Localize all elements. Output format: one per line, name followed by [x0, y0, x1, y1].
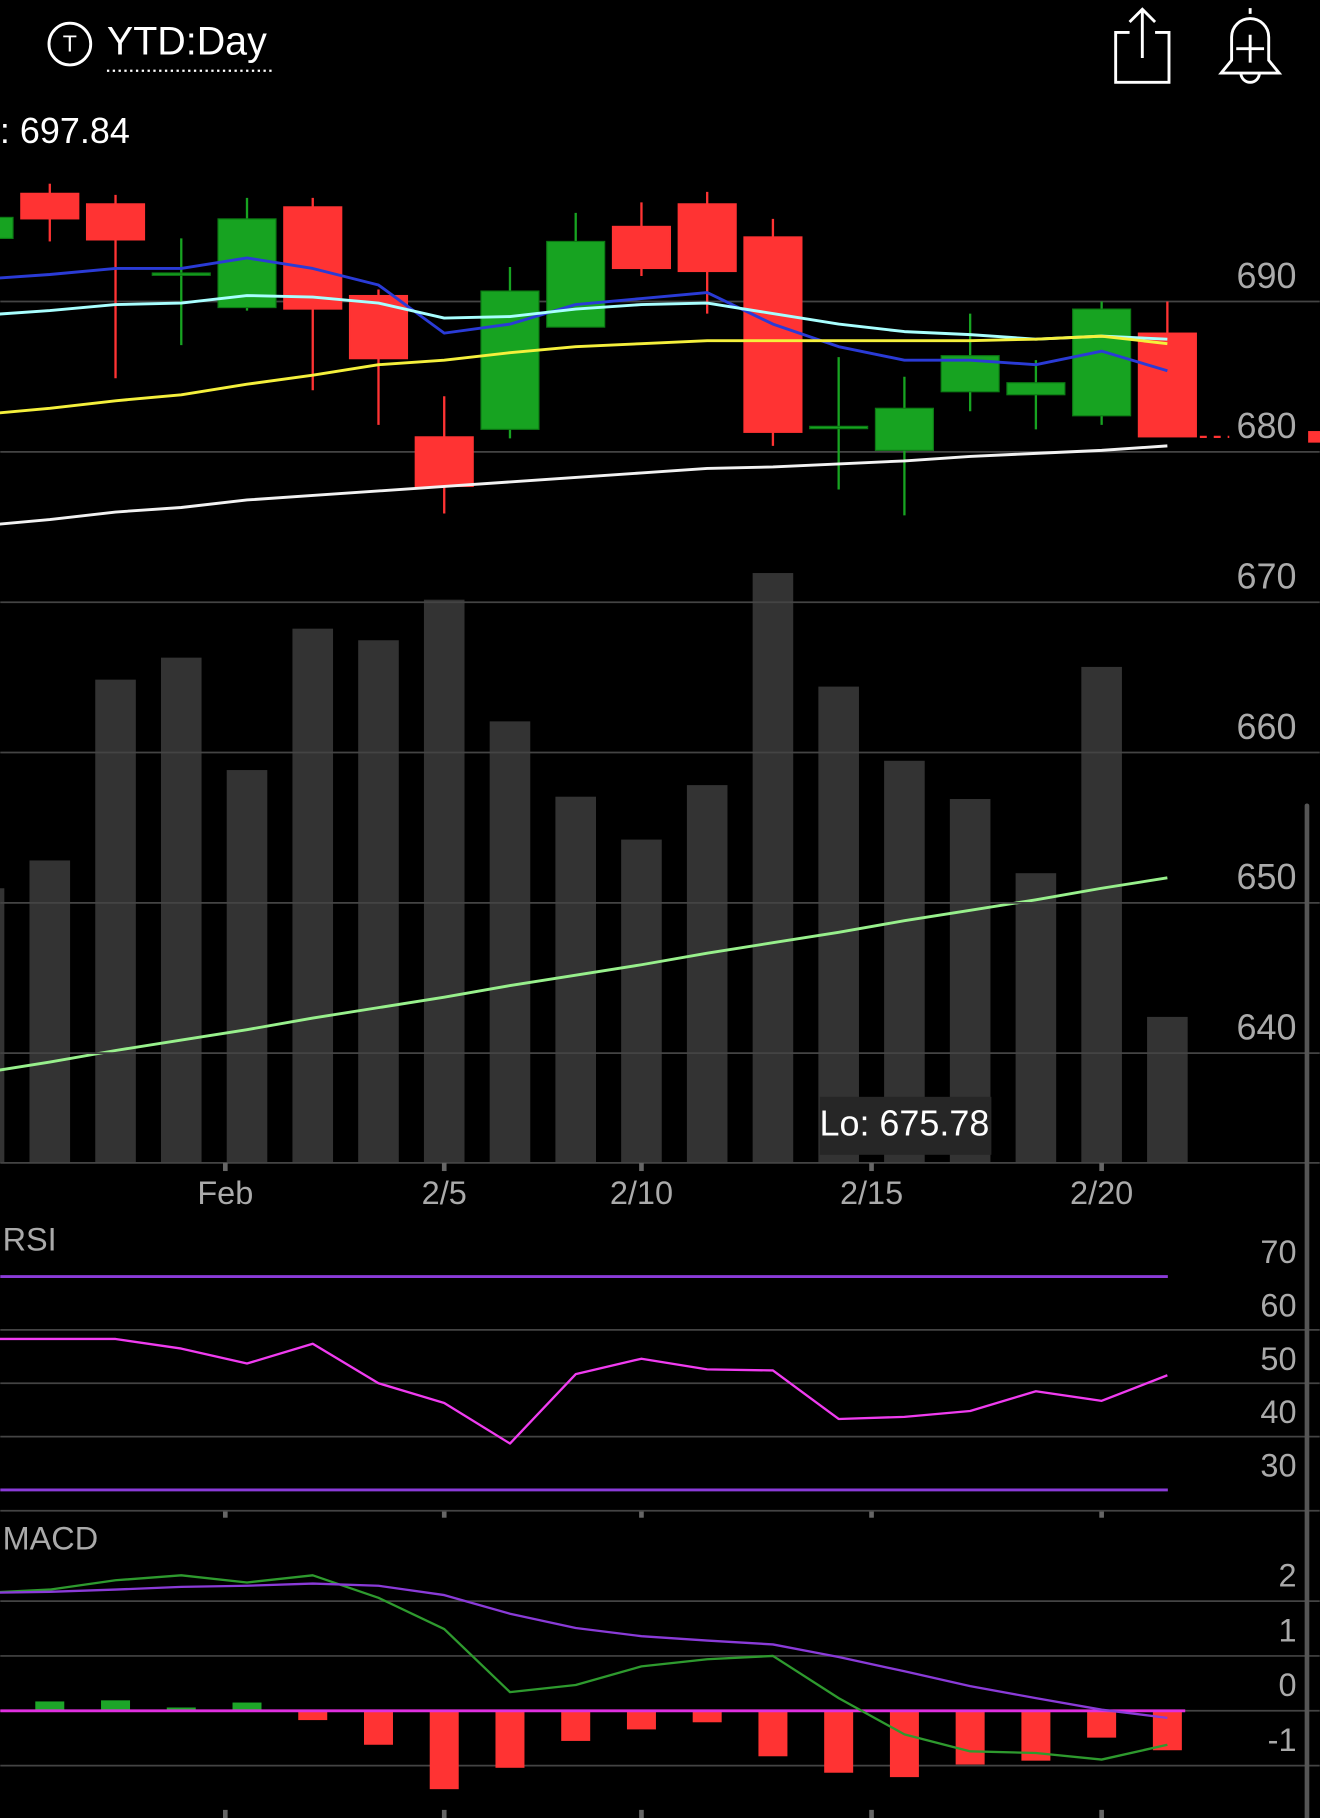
macd-histogram-bar — [758, 1710, 788, 1757]
macd-axis-label: 1 — [1278, 1612, 1296, 1648]
rsi-axis-label: 40 — [1260, 1394, 1296, 1430]
volume-bar — [752, 573, 794, 1163]
candle-body — [809, 425, 869, 430]
macd-histogram-bar — [824, 1710, 854, 1773]
macd-histogram-bar — [363, 1710, 393, 1745]
volume-bar — [1015, 873, 1057, 1163]
candle-body — [283, 206, 343, 310]
last-price-marker — [1308, 431, 1320, 443]
date-axis-label: 2/20 — [1070, 1175, 1133, 1211]
price-axis-label: 640 — [1237, 1006, 1297, 1047]
header: T YTD:Day — [47, 7, 1283, 84]
macd-line — [0, 1574, 1168, 1761]
macd-histogram-bar — [101, 1700, 131, 1711]
candle-body — [546, 240, 606, 328]
candle-body — [743, 236, 803, 433]
type-icon-glyph: T — [63, 30, 77, 56]
macd-histogram-bar — [1087, 1710, 1117, 1738]
macd-histogram-bar — [626, 1710, 656, 1730]
type-icon — [47, 21, 93, 67]
signal-line — [0, 1582, 1168, 1720]
candle-body — [217, 218, 277, 309]
price-axis-label: 650 — [1237, 856, 1297, 897]
date-axis-label: 2/5 — [422, 1175, 467, 1211]
candle-body — [677, 203, 737, 273]
volume-bar — [1147, 1016, 1188, 1163]
alert-button[interactable] — [1218, 8, 1283, 84]
rsi-axis-label: 30 — [1260, 1447, 1296, 1483]
high-label: : 697.84 — [0, 110, 130, 151]
macd-histogram-bar — [955, 1710, 985, 1765]
share-button[interactable] — [1114, 7, 1171, 84]
macd-axis-label: 0 — [1278, 1667, 1296, 1703]
rsi-axis-label: 50 — [1260, 1341, 1296, 1377]
period-title: YTD:Day — [107, 19, 267, 63]
volume-bar — [818, 686, 859, 1163]
rsi-axis-label: 60 — [1260, 1287, 1296, 1323]
candle-body — [348, 294, 409, 360]
moving-average-line — [0, 294, 1168, 341]
candle-body — [0, 216, 14, 239]
plus — [1236, 34, 1265, 63]
price-axis-label: 660 — [1237, 706, 1297, 747]
macd-axis-label: 2 — [1278, 1557, 1296, 1593]
candle-body — [874, 407, 934, 451]
macd-histogram-bar — [166, 1707, 196, 1711]
candle-body — [1072, 308, 1132, 417]
volume-bar — [489, 721, 531, 1163]
volume-bar — [160, 657, 202, 1163]
candle-body — [151, 272, 211, 276]
volume-bar — [358, 640, 399, 1163]
volume-bar — [0, 888, 5, 1163]
volume-bar — [29, 860, 71, 1163]
rsi-axis-label: 70 — [1260, 1234, 1296, 1270]
date-axis-label: Feb — [197, 1175, 253, 1211]
volume-average-line — [0, 876, 1168, 1072]
moving-average-line — [0, 256, 1168, 373]
volume-bar — [884, 760, 925, 1163]
candle-body — [1137, 332, 1197, 438]
date-axis-label: 2/15 — [840, 1175, 903, 1211]
macd-histogram-bar — [889, 1710, 919, 1778]
price-axis-label: 680 — [1237, 405, 1297, 446]
share-arrow — [1128, 7, 1157, 58]
candle-body — [611, 225, 672, 270]
volume-bar — [226, 770, 268, 1163]
low-label-box — [819, 1096, 992, 1155]
volume-bar — [686, 785, 728, 1163]
macd-histogram-bar — [495, 1710, 525, 1768]
chart-period-button[interactable]: T YTD:Day — [47, 19, 274, 72]
macd-histogram-bar — [35, 1701, 65, 1711]
volume-bar — [555, 796, 596, 1163]
panel-title: RSI — [3, 1221, 57, 1257]
volume-bar — [621, 839, 662, 1163]
moving-average-line — [0, 334, 1168, 415]
candle-body — [85, 203, 146, 241]
rsi-line — [0, 1337, 1168, 1445]
candle-body — [20, 192, 80, 220]
volume-bar — [1081, 666, 1122, 1163]
macd-axis-label: -1 — [1268, 1722, 1297, 1758]
panel-title: MACD — [3, 1520, 99, 1556]
candle-body — [414, 436, 474, 488]
macd-histogram-bar — [692, 1710, 722, 1723]
moving-average-line — [0, 444, 1168, 526]
bell — [1218, 8, 1283, 75]
macd-histogram-bar — [298, 1710, 328, 1721]
candle-body — [480, 290, 540, 430]
bell-clapper — [1239, 72, 1261, 84]
macd-histogram-bar — [429, 1710, 459, 1790]
price-axis-label: 690 — [1237, 255, 1297, 296]
volume-bar — [423, 599, 465, 1163]
volume-bar — [95, 679, 136, 1163]
macd-histogram-bar — [561, 1710, 591, 1741]
share-box — [1114, 31, 1171, 84]
candle-body — [1006, 382, 1066, 396]
volume-bar — [292, 628, 334, 1163]
low-label: Lo: 675.78 — [819, 1102, 989, 1143]
price-axis-label: 670 — [1237, 556, 1297, 597]
date-axis-label: 2/10 — [610, 1175, 673, 1211]
macd-histogram-bar — [232, 1702, 262, 1711]
